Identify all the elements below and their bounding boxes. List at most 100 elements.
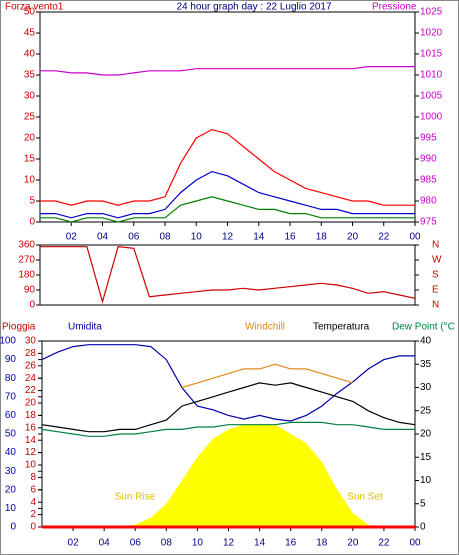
y-tick-label: 60 [5,410,17,421]
y-tick-label: 28 [25,348,37,359]
x-tick-label: 04 [97,232,109,243]
y-tick-label: 4 [30,497,36,508]
y-tick-label: 40 [5,447,17,458]
y-tick-label: 10 [24,175,36,186]
y-tick-label: 50 [24,7,36,18]
x-tick-label: 06 [130,538,142,549]
area [42,424,415,527]
x-tick-label: 02 [66,232,78,243]
y-tick-label: 30 [420,382,432,393]
y-tick-label: 12 [25,447,37,458]
y-tick-label: 1000 [420,112,443,123]
annotation: Sun Rise [115,492,156,503]
y-tick-label: 20 [24,133,36,144]
y-tick-label: 26 [25,360,37,371]
line [40,196,415,223]
x-tick-label: 16 [284,232,296,243]
y-tick-label: 35 [24,70,36,81]
x-tick-label: 00 [409,538,421,549]
legend-label: Pressione [372,2,417,13]
y-tick-label: 45 [24,28,36,39]
line [41,382,416,433]
x-tick-label: 10 [191,232,203,243]
legend-label: Forza vento1 [5,2,64,13]
x-tick-label: 02 [68,538,80,549]
y-tick-label: 985 [420,175,437,186]
x-tick-label: 04 [99,538,111,549]
x-tick-label: 08 [159,232,171,243]
y-tick-label: 1020 [420,28,443,39]
x-tick-label: 12 [223,538,235,549]
y-tick-label: 20 [5,484,17,495]
legend-label: Pioggia [2,322,36,333]
y-tick-label: E [432,285,439,296]
y-tick-label: 30 [25,336,37,347]
x-tick-label: 06 [128,232,140,243]
legend-label: Umidita [68,322,102,333]
y-tick-label: 15 [420,452,432,463]
line [41,344,415,422]
x-tick-label: 12 [222,232,234,243]
y-tick-label: 70 [5,391,17,402]
y-tick-label: 20 [25,398,37,409]
y-tick-label: 50 [5,429,17,440]
y-tick-label: 980 [420,196,437,207]
y-tick-label: 30 [5,466,17,477]
line [40,246,416,304]
y-tick-label: 20 [420,429,432,440]
legend-label: Temperatura [313,322,370,333]
x-tick-label: 00 [409,232,421,243]
line [40,128,415,206]
y-tick-label: 990 [420,154,437,165]
x-tick-label: 08 [161,538,173,549]
x-tick-label: 14 [253,232,265,243]
y-tick-label: N [432,240,439,251]
y-tick-label: 16 [25,422,37,433]
y-tick-label: 22 [25,385,37,396]
y-tick-label: 35 [420,359,432,370]
x-tick-label: 10 [192,538,204,549]
y-tick-label: 40 [420,336,432,347]
y-tick-label: 25 [420,405,432,416]
y-tick-label: 30 [24,91,36,102]
chart-title: 24 hour graph day : 22 Luglio 2017 [176,2,332,13]
x-tick-label: 16 [285,538,297,549]
y-tick-label: 975 [420,217,437,228]
annotation: Sun Set [347,492,383,503]
y-tick-label: 10 [420,475,432,486]
y-tick-label: W [432,255,442,266]
y-tick-label: 90 [24,285,36,296]
x-tick-label: 20 [347,538,359,549]
y-tick-label: 360 [18,240,35,251]
y-tick-label: 1025 [420,7,443,18]
x-tick-label: 18 [316,232,328,243]
y-tick-label: 1010 [420,70,443,81]
y-tick-label: 40 [24,49,36,60]
y-tick-label: 18 [25,410,37,421]
line [181,363,353,389]
y-tick-label: 0 [420,522,426,533]
y-tick-label: 180 [18,270,35,281]
line [40,66,415,76]
y-tick-label: 80 [5,373,17,384]
y-tick-label: 100 [0,336,16,347]
y-tick-label: 25 [24,112,36,123]
y-tick-label: 10 [5,503,17,514]
line [40,170,415,219]
line [41,421,415,437]
y-tick-label: 14 [25,435,37,446]
y-tick-label: 2 [30,509,36,520]
legend-label: Windchill [245,322,285,333]
x-tick-label: 22 [378,232,390,243]
x-tick-label: 18 [316,538,328,549]
y-tick-label: 5 [29,196,35,207]
y-tick-label: 8 [30,472,36,483]
y-tick-label: 6 [30,484,36,495]
y-tick-label: 0 [10,522,16,533]
y-tick-label: 0 [29,217,35,228]
legend-label: Dew Point (°C [392,322,455,333]
y-tick-label: 24 [25,373,37,384]
y-tick-label: 90 [5,354,17,365]
x-tick-label: 22 [378,538,390,549]
